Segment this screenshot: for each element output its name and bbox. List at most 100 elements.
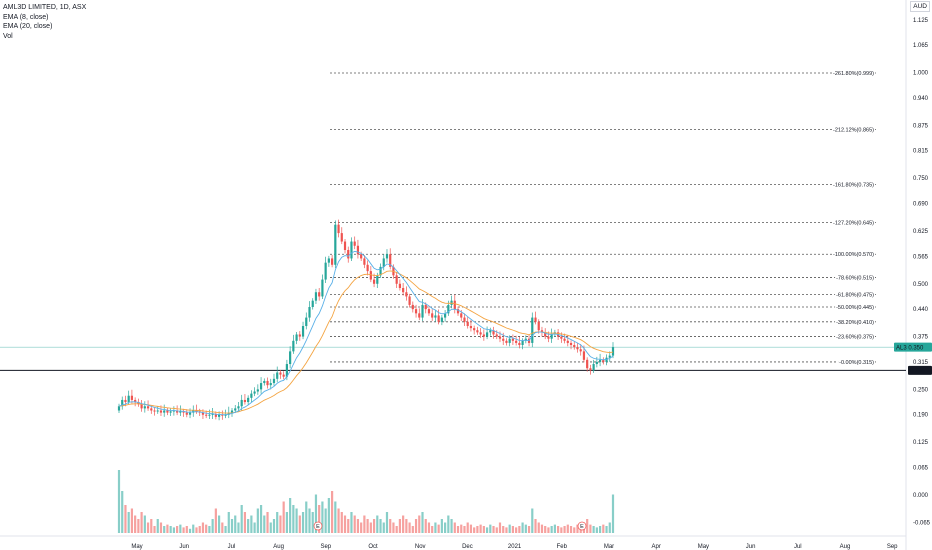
- y-tick-label: 0.690: [913, 202, 929, 208]
- currency-badge[interactable]: AUD: [910, 1, 930, 12]
- candle-down: [166, 410, 169, 413]
- volume-bar: [534, 519, 537, 533]
- candle-down: [140, 404, 143, 409]
- candle-down: [479, 332, 482, 335]
- volume-bar: [566, 524, 569, 533]
- candle-up: [253, 391, 256, 394]
- candle-down: [560, 336, 563, 339]
- candle-down: [460, 313, 463, 318]
- y-tick-label: 0.190: [913, 413, 929, 419]
- volume-bar: [214, 508, 217, 533]
- fib-level-label: -78.60%(0.515): [836, 275, 874, 281]
- volume-bar: [237, 522, 240, 533]
- volume-bar: [524, 524, 527, 533]
- x-tick-label: Sep: [887, 544, 898, 550]
- candle-down: [182, 411, 185, 413]
- candle-up: [211, 413, 214, 415]
- volume-bar: [318, 505, 321, 533]
- candle-down: [130, 395, 134, 400]
- volume-bar: [469, 524, 473, 533]
- x-tick-label: Nov: [415, 544, 426, 550]
- volume-bar: [602, 524, 605, 533]
- candle-down: [266, 380, 269, 386]
- x-tick-label: Aug: [840, 544, 851, 550]
- candle-up: [121, 399, 124, 407]
- volume-bar: [234, 515, 237, 533]
- candle-down: [537, 321, 540, 331]
- candle-up: [208, 414, 211, 416]
- volume-bar: [337, 508, 340, 533]
- candle-down: [185, 412, 188, 415]
- volume-bar: [289, 498, 292, 533]
- volume-bar: [340, 512, 343, 533]
- volume-bar: [343, 515, 347, 533]
- candle-down: [340, 233, 343, 242]
- earnings-event-label: E: [580, 524, 584, 530]
- volume-bar: [130, 508, 134, 533]
- volume-bar: [382, 522, 385, 533]
- volume-bar: [159, 522, 163, 533]
- x-tick-label: Sep: [320, 544, 331, 550]
- candle-up: [508, 338, 511, 343]
- candle-up: [305, 317, 308, 327]
- volume-bar: [205, 524, 208, 533]
- candle-down: [511, 338, 515, 341]
- candle-up: [156, 410, 159, 412]
- fib-label-bg: [832, 250, 875, 258]
- volume-bar: [276, 512, 279, 533]
- fib-label-bg: [835, 333, 875, 341]
- volume-bar: [195, 527, 198, 533]
- volume-bar: [153, 526, 156, 533]
- volume-bar: [537, 522, 540, 533]
- candle-up: [163, 410, 166, 413]
- volume-bar: [282, 501, 285, 533]
- candle-up: [379, 266, 382, 276]
- candle-up: [263, 380, 266, 384]
- volume-bar: [363, 515, 366, 533]
- candle-down: [221, 414, 224, 416]
- candle-up: [276, 372, 279, 379]
- volume-bar: [395, 526, 398, 533]
- fib-level-label: -212.12%(0.865): [833, 128, 874, 134]
- candle-up: [247, 397, 250, 403]
- volume-bar: [531, 508, 534, 533]
- volume-bar: [495, 527, 498, 533]
- y-tick-label: 0.440: [913, 307, 929, 313]
- volume-bar: [573, 527, 576, 533]
- x-tick-label: May: [698, 544, 709, 550]
- price-label-badge: [894, 342, 932, 352]
- candle-down: [569, 342, 573, 346]
- volume-bar: [424, 519, 427, 533]
- candle-down: [343, 241, 347, 250]
- candle-up: [301, 326, 305, 337]
- legend-vol: Vol: [3, 32, 13, 40]
- candle-up: [256, 389, 259, 392]
- price-label-text: AL3 0.350: [896, 345, 924, 351]
- y-tick-label: 0.065: [913, 466, 929, 472]
- candle-down: [482, 334, 485, 337]
- volume-bar: [453, 522, 456, 533]
- y-tick-label: 0.000: [913, 493, 929, 499]
- candle-down: [298, 334, 301, 337]
- volume-bar: [311, 512, 314, 533]
- volume-bar: [544, 526, 547, 533]
- candle-down: [576, 347, 579, 350]
- candle-down: [405, 292, 408, 297]
- fib-label-bg: [832, 219, 875, 227]
- candle-down: [515, 340, 518, 343]
- volume-bar: [201, 522, 205, 533]
- candle-up: [608, 355, 611, 358]
- volume-bar: [166, 524, 169, 533]
- candle-down: [353, 241, 356, 246]
- candle-down: [282, 374, 285, 377]
- candle-up: [531, 317, 534, 343]
- candle-down: [586, 359, 589, 369]
- candle-up: [250, 393, 253, 398]
- volume-bar: [324, 508, 327, 533]
- volume-bar: [466, 522, 469, 533]
- volume-bar: [188, 528, 192, 533]
- candle-up: [611, 347, 615, 356]
- volume-bar: [444, 522, 447, 533]
- volume-bar: [253, 522, 256, 533]
